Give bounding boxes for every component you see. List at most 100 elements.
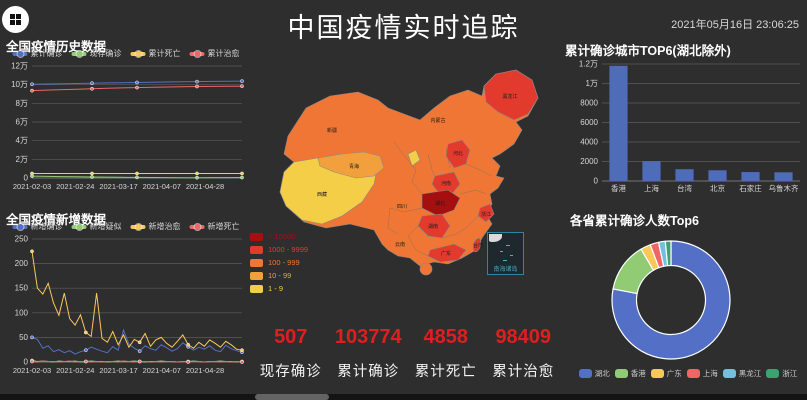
legend-item[interactable]: 累计治愈 (189, 48, 240, 59)
map-legend-row[interactable]: 10 - 99 (250, 271, 308, 280)
china-choropleth-map[interactable]: 新疆 西藏 青海 内蒙古 黑龙江 河北 河南 湖北 湖南 四川 云南 广东 浙江… (270, 58, 560, 290)
horizontal-scrollbar-thumb[interactable] (255, 394, 329, 400)
svg-text:北京: 北京 (710, 183, 725, 193)
stat-label: 现存确诊 (259, 364, 322, 380)
svg-text:乌鲁木齐: 乌鲁木齐 (769, 183, 799, 193)
legend-item[interactable]: 黑龙江 (722, 368, 761, 379)
svg-text:8000: 8000 (580, 99, 598, 108)
svg-text:8万: 8万 (16, 99, 28, 108)
map-region-heilongjiang[interactable] (483, 69, 539, 121)
legend-label: 湖北 (594, 369, 610, 378)
legend-marker-icon (71, 50, 87, 57)
svg-text:青海: 青海 (349, 163, 359, 170)
svg-text:1万: 1万 (586, 79, 598, 88)
svg-text:西藏: 西藏 (317, 191, 327, 198)
daily-chart-canvas[interactable]: 0 50 100 150 200 250 2021-02-03 2021-02-24 2021-… (2, 221, 250, 376)
legend-item[interactable]: 新增确诊 (12, 221, 63, 232)
daily-line-chart[interactable]: 新增确诊 新增疑似 新增治愈 新增死亡 0 50 100 150 200 250 2021-02-… (2, 221, 250, 376)
provinces-chart-legend: 湖北 香港 广东 上海 黑龙江 浙江 (572, 368, 804, 379)
stat-value: 4858 (423, 326, 469, 348)
legend-marker-icon (766, 369, 780, 378)
map-legend-swatch-icon (250, 232, 263, 241)
svg-text:台湾: 台湾 (473, 242, 483, 249)
map-legend-row[interactable]: 1000 - 9999 (250, 245, 308, 254)
stat-total-deaths: 4858 累计死亡 (407, 326, 485, 381)
svg-text:2021-04-28: 2021-04-28 (186, 366, 224, 375)
legend-item[interactable]: 香港 (614, 368, 646, 379)
svg-text:2021-04-07: 2021-04-07 (143, 366, 181, 375)
svg-text:2000: 2000 (580, 157, 598, 166)
provinces-donut-chart[interactable] (608, 237, 734, 363)
map-legend-row[interactable]: > 10000 (250, 232, 308, 241)
map-legend-row[interactable]: 100 - 999 (250, 258, 308, 267)
svg-text:2021-04-28: 2021-04-28 (186, 182, 224, 191)
stat-total-confirmed: 103774 累计确诊 (330, 326, 408, 381)
legend-item[interactable]: 累计死亡 (130, 48, 181, 59)
legend-marker-icon (578, 369, 592, 378)
legend-item[interactable]: 新增死亡 (189, 221, 240, 232)
provinces-chart-canvas[interactable] (608, 237, 734, 363)
svg-text:河南: 河南 (441, 180, 451, 187)
svg-text:2021-03-17: 2021-03-17 (99, 182, 137, 191)
cities-chart-canvas[interactable]: 0 2000 4000 6000 8000 1万 1.2万 香港 上海 台湾 北京 石家庄 乌鲁木齐 (566, 56, 804, 194)
legend-item[interactable]: 湖北 (578, 368, 610, 379)
south-china-sea-inset: 南海诸岛 (487, 232, 524, 275)
svg-text:6000: 6000 (580, 118, 598, 127)
bottom-bar (0, 394, 807, 400)
map-legend-swatch-icon (250, 245, 263, 254)
map-region-zhejiang[interactable] (477, 203, 495, 223)
svg-text:2万: 2万 (16, 155, 28, 164)
map-legend-swatch-icon (250, 271, 263, 280)
svg-text:浙江: 浙江 (481, 211, 491, 218)
legend-label: 上海 (702, 369, 718, 378)
legend-label: 广东 (666, 369, 682, 378)
svg-text:150: 150 (15, 284, 29, 293)
map-legend-label: 100 - 999 (268, 258, 300, 267)
map-legend-row[interactable]: 1 - 9 (250, 284, 308, 293)
app-launcher-button[interactable] (2, 6, 29, 33)
svg-text:4万: 4万 (16, 136, 28, 145)
province-borders (387, 141, 493, 257)
svg-text:广东: 广东 (441, 250, 451, 257)
svg-text:4000: 4000 (580, 138, 598, 147)
history-chart-canvas[interactable]: 0 2万 4万 6万 8万 10万 12万 2021-02-03 2021-02-24 2021-… (2, 48, 250, 192)
svg-text:50: 50 (19, 333, 28, 342)
svg-text:上海: 上海 (644, 183, 659, 193)
cities-bar-chart[interactable]: 0 2000 4000 6000 8000 1万 1.2万 香港 上海 台湾 北京 石家庄 乌鲁木齐 (566, 56, 804, 194)
legend-item[interactable]: 累计确诊 (12, 48, 63, 59)
legend-label: 现存确诊 (89, 49, 122, 58)
svg-text:2021-02-24: 2021-02-24 (56, 182, 94, 191)
svg-text:10万: 10万 (11, 80, 28, 89)
legend-marker-icon (614, 369, 628, 378)
history-line-chart[interactable]: 累计确诊 现存确诊 累计死亡 累计治愈 0 2万 4万 6万 8万 10万 12万 2021-02-… (2, 48, 250, 192)
svg-text:2021-04-07: 2021-04-07 (143, 182, 181, 191)
map-region-hainan[interactable] (419, 262, 433, 276)
map-region-qinghai[interactable] (317, 151, 385, 179)
legend-item[interactable]: 浙江 (766, 368, 797, 379)
map-legend-label: > 10000 (268, 232, 296, 241)
legend-item[interactable]: 广东 (650, 368, 682, 379)
province-labels: 新疆 西藏 青海 内蒙古 黑龙江 河北 河南 湖北 湖南 四川 云南 广东 浙江… (317, 93, 518, 257)
map-region-ningxia[interactable] (407, 149, 421, 167)
legend-label: 新增疑似 (89, 222, 122, 231)
svg-text:湖南: 湖南 (428, 223, 438, 230)
legend-item[interactable]: 新增疑似 (71, 221, 122, 232)
map-region-taiwan[interactable] (472, 237, 482, 253)
svg-text:新疆: 新疆 (327, 127, 337, 134)
daily-chart-legend: 新增确诊 新增疑似 新增治愈 新增死亡 (12, 221, 240, 232)
map-legend-label: 1000 - 9999 (268, 245, 309, 254)
legend-item[interactable]: 上海 (686, 368, 718, 379)
svg-text:0: 0 (594, 177, 599, 186)
cities-chart-title: 累计确诊城市TOP6(湖北除外) (565, 44, 731, 58)
inset-landmass (489, 234, 502, 242)
map-region-china[interactable] (279, 69, 539, 267)
legend-label: 新增确诊 (30, 222, 63, 231)
stat-label: 累计治愈 (492, 364, 555, 380)
legend-label: 累计确诊 (30, 49, 63, 58)
svg-text:2021-02-03: 2021-02-03 (13, 366, 51, 375)
svg-text:100: 100 (15, 308, 29, 317)
legend-label: 香港 (630, 369, 646, 378)
legend-item[interactable]: 现存确诊 (71, 48, 122, 59)
history-chart-legend: 累计确诊 现存确诊 累计死亡 累计治愈 (12, 48, 240, 59)
legend-item[interactable]: 新增治愈 (130, 221, 181, 232)
